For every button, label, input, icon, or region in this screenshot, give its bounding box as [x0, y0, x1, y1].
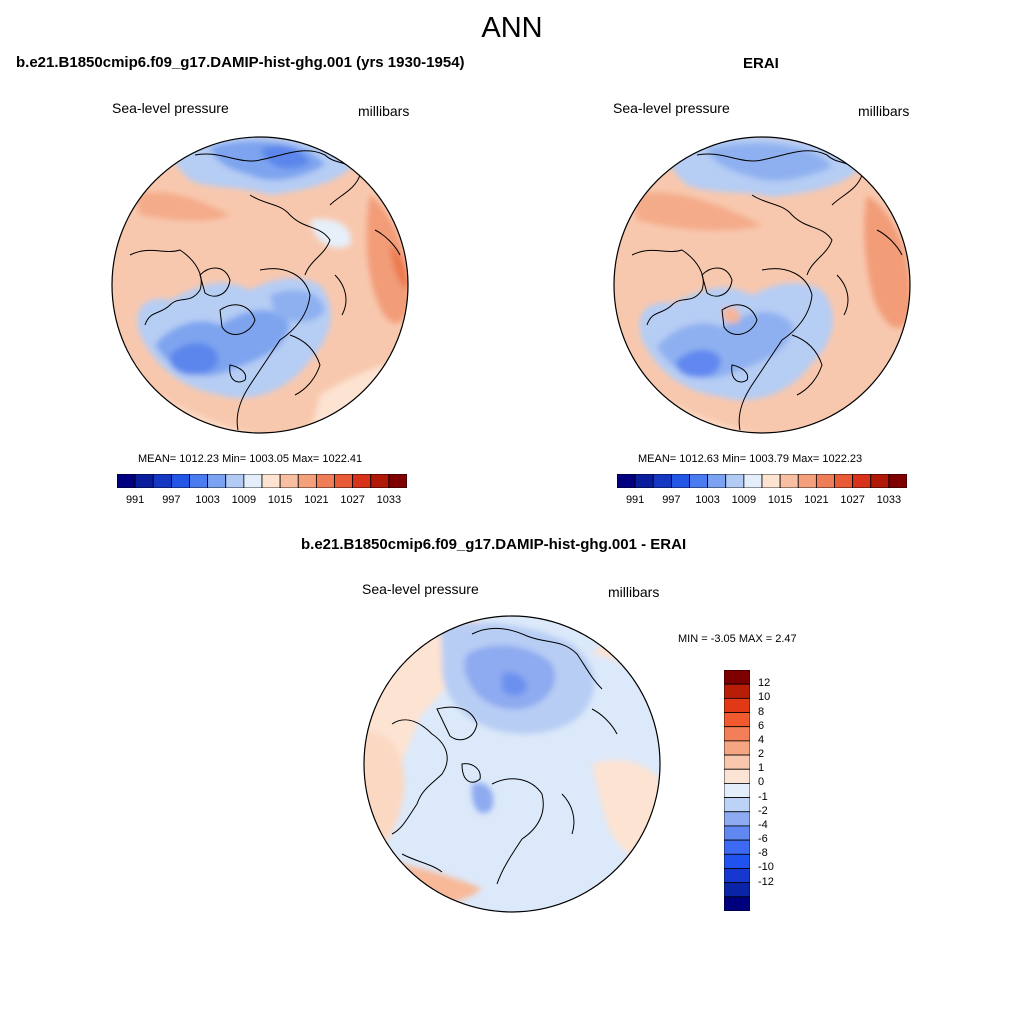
colorbar-swatch	[888, 474, 907, 488]
colorbar-swatch	[797, 474, 817, 488]
colorbar-swatch	[834, 474, 854, 488]
colorbar-swatch	[724, 683, 750, 699]
colorbar-swatch	[297, 474, 317, 488]
colorbar-tick-label: 991	[625, 494, 645, 506]
colorbar-tick-label: -2	[758, 804, 768, 817]
colorbar-tick-label: -6	[758, 833, 768, 846]
colorbar-swatch	[634, 474, 654, 488]
colorbar-tick-label: 1	[758, 762, 765, 775]
colorbar-swatch	[225, 474, 245, 488]
colorbar-swatch	[724, 712, 750, 728]
colorbar-swatch	[315, 474, 335, 488]
colorbar-swatch	[689, 474, 709, 488]
colorbar-swatch	[815, 474, 835, 488]
colorbar-swatch	[617, 474, 636, 488]
panel-2-polar-map	[613, 136, 911, 434]
colorbar-tick-label: 997	[662, 494, 681, 506]
panel-3-polar-map	[363, 615, 661, 913]
colorbar-swatch	[724, 670, 750, 685]
panel-1-stats: MEAN= 1012.23 Min= 1003.05 Max= 1022.41	[138, 453, 363, 465]
colorbar-swatch	[724, 882, 750, 898]
panel-2-variable-label: Sea-level pressure	[613, 100, 730, 116]
colorbar-tick-label: -4	[758, 818, 768, 831]
colorbar-swatch	[670, 474, 690, 488]
colorbar-swatch	[724, 783, 750, 798]
colorbar-tick-label: 1003	[695, 494, 720, 506]
colorbar-tick-label: 1027	[840, 494, 865, 506]
colorbar-swatch	[207, 474, 227, 488]
colorbar-tick-label: 2	[758, 748, 765, 761]
panel-1-variable-label: Sea-level pressure	[112, 100, 229, 116]
colorbar-tick-label: 1021	[304, 494, 329, 506]
colorbar-tick-label: 6	[758, 719, 765, 732]
colorbar-swatch	[724, 740, 750, 756]
colorbar-swatch	[779, 474, 799, 488]
colorbar-swatch	[852, 474, 872, 488]
colorbar-swatch	[724, 811, 750, 827]
colorbar-swatch	[170, 474, 190, 488]
season-title: ANN	[481, 12, 543, 44]
colorbar-tick-label: 1003	[195, 494, 220, 506]
colorbar-swatch	[243, 474, 263, 488]
panel-1-title: b.e21.B1850cmip6.f09_g17.DAMIP-hist-ghg.…	[16, 54, 465, 71]
colorbar-swatch	[352, 474, 372, 488]
colorbar-tick-label: 997	[162, 494, 181, 506]
colorbar-swatch	[724, 825, 750, 841]
colorbar-tick-label: 1033	[376, 494, 402, 506]
panel-1-colorbar	[117, 474, 407, 488]
colorbar-tick-label: -8	[758, 847, 768, 860]
colorbar-tick-label: 4	[758, 733, 765, 746]
colorbar-swatch	[388, 474, 407, 488]
colorbar-swatch	[870, 474, 890, 488]
panel-3-variable-label: Sea-level pressure	[362, 581, 479, 597]
colorbar-swatch	[724, 768, 750, 784]
colorbar-swatch	[370, 474, 390, 488]
colorbar-swatch	[724, 853, 750, 869]
colorbar-swatch	[261, 474, 281, 488]
colorbar-swatch	[134, 474, 154, 488]
colorbar-tick-label: 1021	[804, 494, 829, 506]
colorbar-tick-label: -1	[758, 790, 768, 803]
panel-3-stats: MIN = -3.05 MAX = 2.47	[678, 633, 797, 645]
colorbar-tick-label: -12	[758, 875, 774, 888]
colorbar-swatch	[152, 474, 172, 488]
colorbar-swatch	[761, 474, 781, 488]
panel-1-polar-map	[111, 136, 409, 434]
colorbar-swatch	[724, 896, 750, 911]
colorbar-swatch	[724, 697, 750, 713]
panel-2-title: ERAI	[743, 55, 779, 72]
colorbar-tick-label: 0	[758, 776, 765, 789]
colorbar-swatch	[724, 797, 750, 813]
colorbar-swatch	[334, 474, 354, 488]
colorbar-tick-label: 10	[758, 691, 771, 704]
colorbar-tick-label: 991	[125, 494, 145, 506]
panel-2-units-label: millibars	[858, 103, 910, 119]
colorbar-tick-label: 1027	[340, 494, 365, 506]
panel-1-units-label: millibars	[358, 103, 410, 119]
colorbar-tick-label: 1009	[231, 494, 257, 506]
colorbar-tick-label: 8	[758, 705, 765, 718]
colorbar-swatch	[707, 474, 727, 488]
colorbar-swatch	[117, 474, 136, 488]
colorbar-swatch	[724, 754, 750, 770]
panel-3-title: b.e21.B1850cmip6.f09_g17.DAMIP-hist-ghg.…	[301, 536, 687, 553]
colorbar-swatch	[189, 474, 209, 488]
colorbar-swatch	[725, 474, 745, 488]
colorbar-tick-label: 1015	[767, 494, 793, 506]
panel-3-colorbar	[724, 670, 750, 911]
colorbar-swatch	[724, 726, 750, 742]
panel-2-stats: MEAN= 1012.63 Min= 1003.79 Max= 1022.23	[638, 453, 863, 465]
colorbar-tick-label: -10	[758, 861, 774, 874]
colorbar-swatch	[652, 474, 672, 488]
colorbar-tick-label: 1015	[267, 494, 293, 506]
panel-3-units-label: millibars	[608, 584, 660, 600]
colorbar-tick-label: 1009	[731, 494, 757, 506]
colorbar-swatch	[724, 868, 750, 884]
colorbar-swatch	[279, 474, 299, 488]
colorbar-swatch	[743, 474, 763, 488]
colorbar-swatch	[724, 839, 750, 855]
colorbar-tick-label: 1033	[876, 494, 902, 506]
colorbar-tick-label: 12	[758, 677, 771, 690]
panel-2-colorbar	[617, 474, 907, 488]
